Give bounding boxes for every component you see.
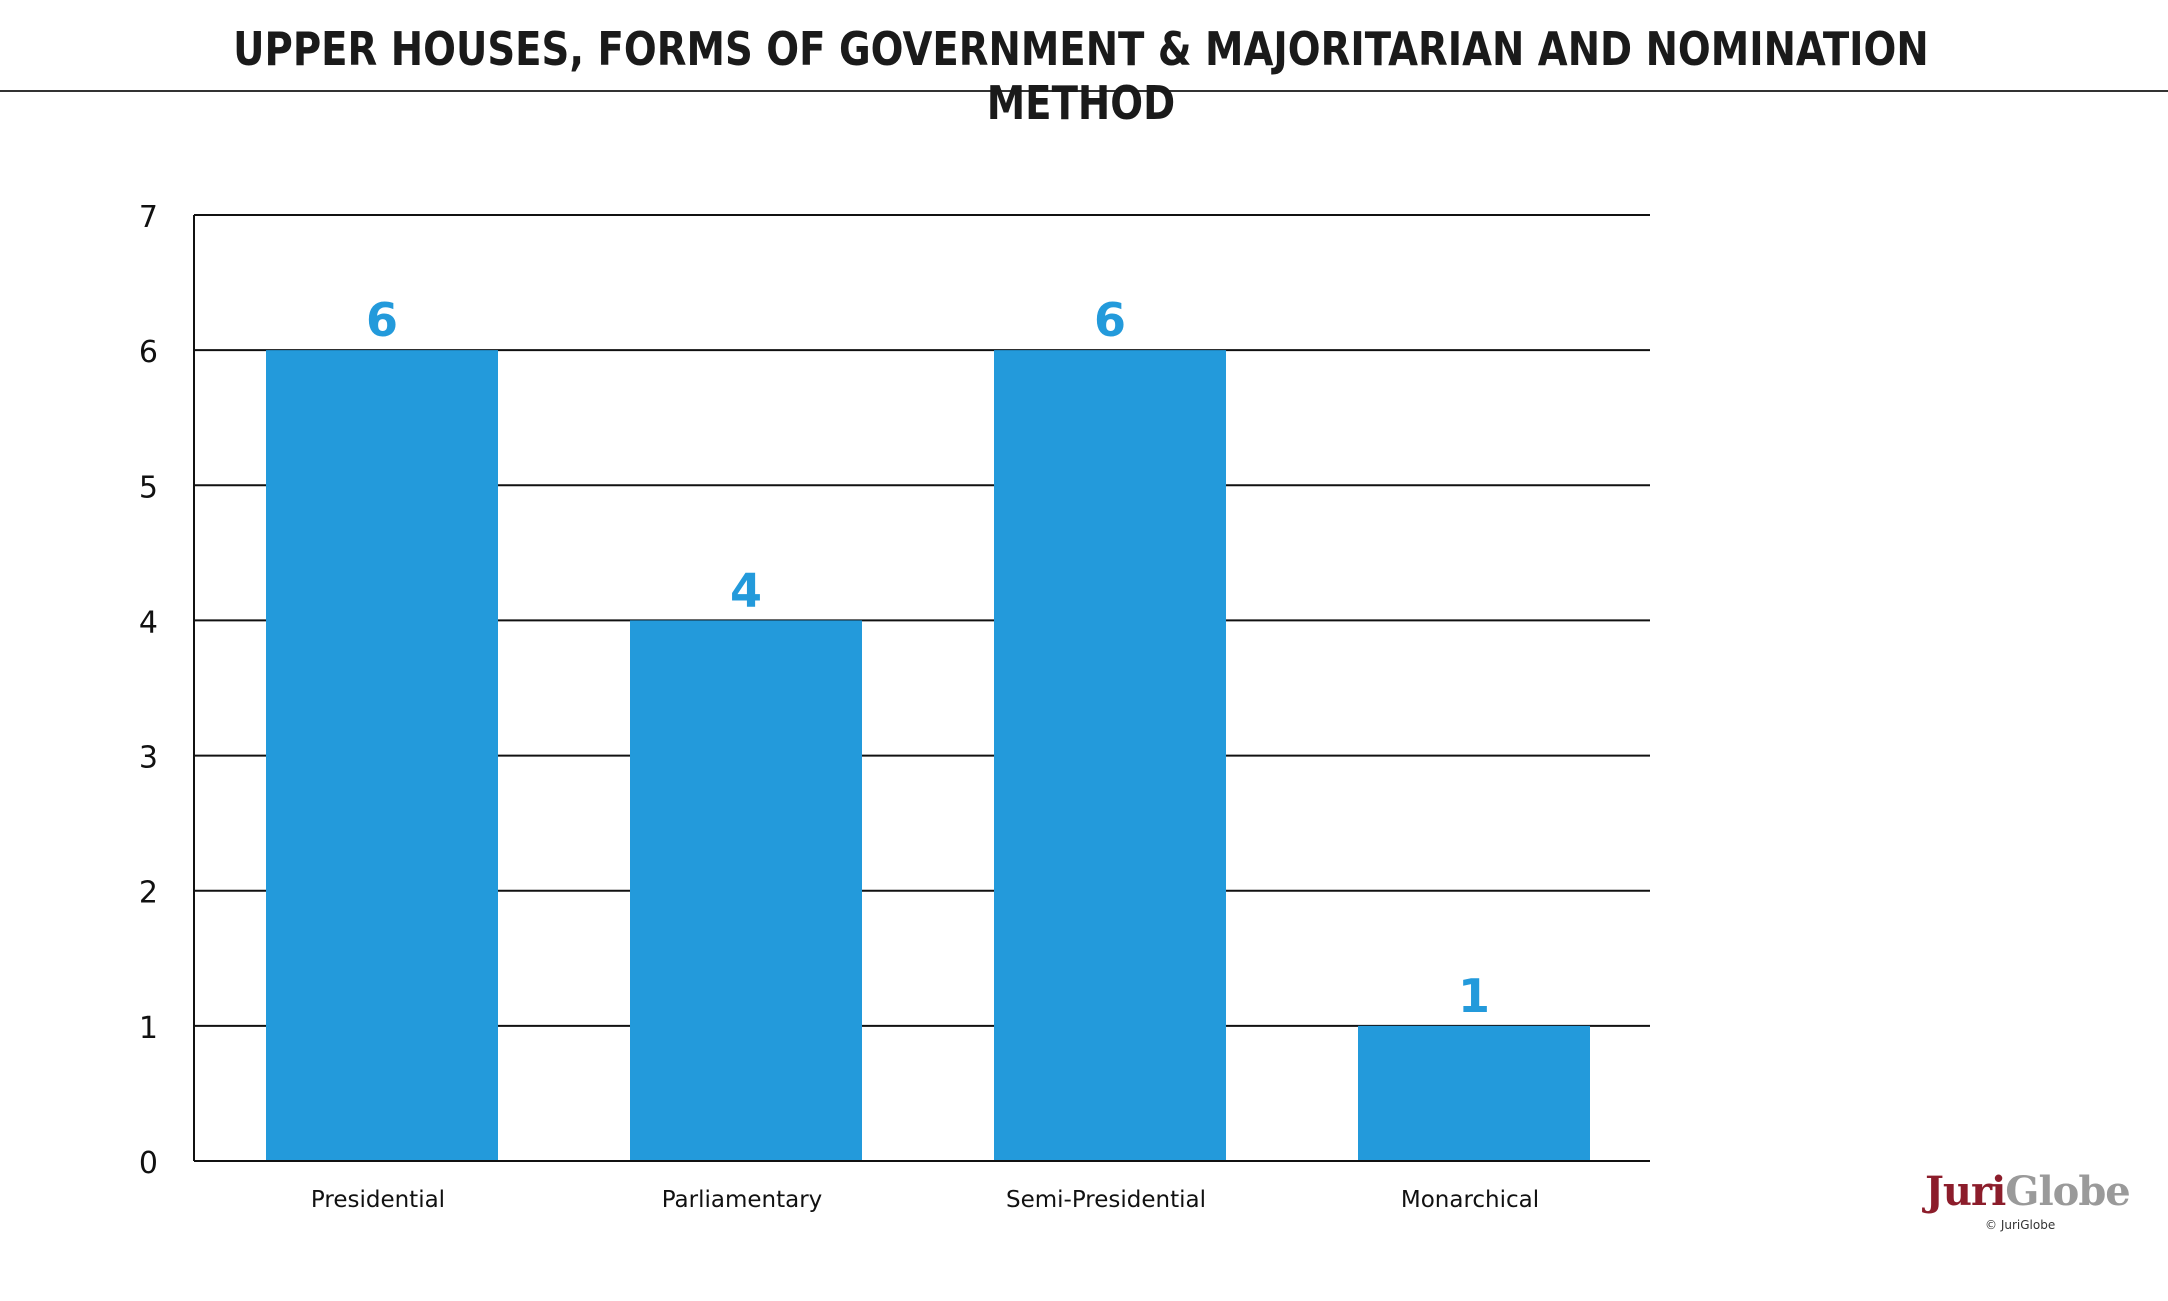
data-label: 6 xyxy=(366,293,398,347)
y-tick-label: 3 xyxy=(139,741,158,776)
data-label: 6 xyxy=(1094,293,1126,347)
y-tick-label: 1 xyxy=(139,1011,158,1046)
x-tick-labels: Presidential Parliamentary Semi-Presidenti… xyxy=(311,1187,1539,1213)
bar xyxy=(630,620,862,1161)
x-tick-label: Presidential xyxy=(311,1187,445,1213)
juriglobe-logo: JuriGlobe © JuriGlobe xyxy=(1925,1168,2131,1238)
x-tick-label: Monarchical xyxy=(1401,1187,1539,1213)
x-tick-label: Parliamentary xyxy=(662,1187,823,1213)
y-tick-label: 5 xyxy=(139,470,158,505)
axes xyxy=(193,215,1650,1162)
x-tick-label: Semi-Presidential xyxy=(1006,1187,1206,1213)
y-tick-label: 6 xyxy=(139,335,158,370)
data-label: 4 xyxy=(730,563,762,617)
y-tick-label: 7 xyxy=(139,200,158,235)
y-tick-labels: 0 1 2 3 4 5 6 7 xyxy=(139,200,158,1181)
logo-wordmark: JuriGlobe xyxy=(1925,1168,2131,1215)
y-tick-label: 0 xyxy=(139,1146,158,1181)
logo-globe: Globe xyxy=(2005,1168,2130,1215)
logo-juri: Juri xyxy=(1925,1168,2006,1215)
bar xyxy=(994,350,1226,1162)
data-label: 1 xyxy=(1458,969,1490,1023)
bars xyxy=(266,350,1590,1162)
title-bar: UPPER HOUSES, FORMS OF GOVERNMENT & MAJO… xyxy=(0,0,2168,130)
chart-title: UPPER HOUSES, FORMS OF GOVERNMENT & MAJO… xyxy=(233,22,1929,130)
bar xyxy=(266,350,498,1162)
logo-copyright: © JuriGlobe xyxy=(1985,1218,2056,1232)
data-labels: 6 4 6 1 xyxy=(366,293,1490,1023)
y-tick-label: 4 xyxy=(139,605,158,640)
bar xyxy=(1358,1025,1590,1161)
y-tick-label: 2 xyxy=(139,876,158,911)
